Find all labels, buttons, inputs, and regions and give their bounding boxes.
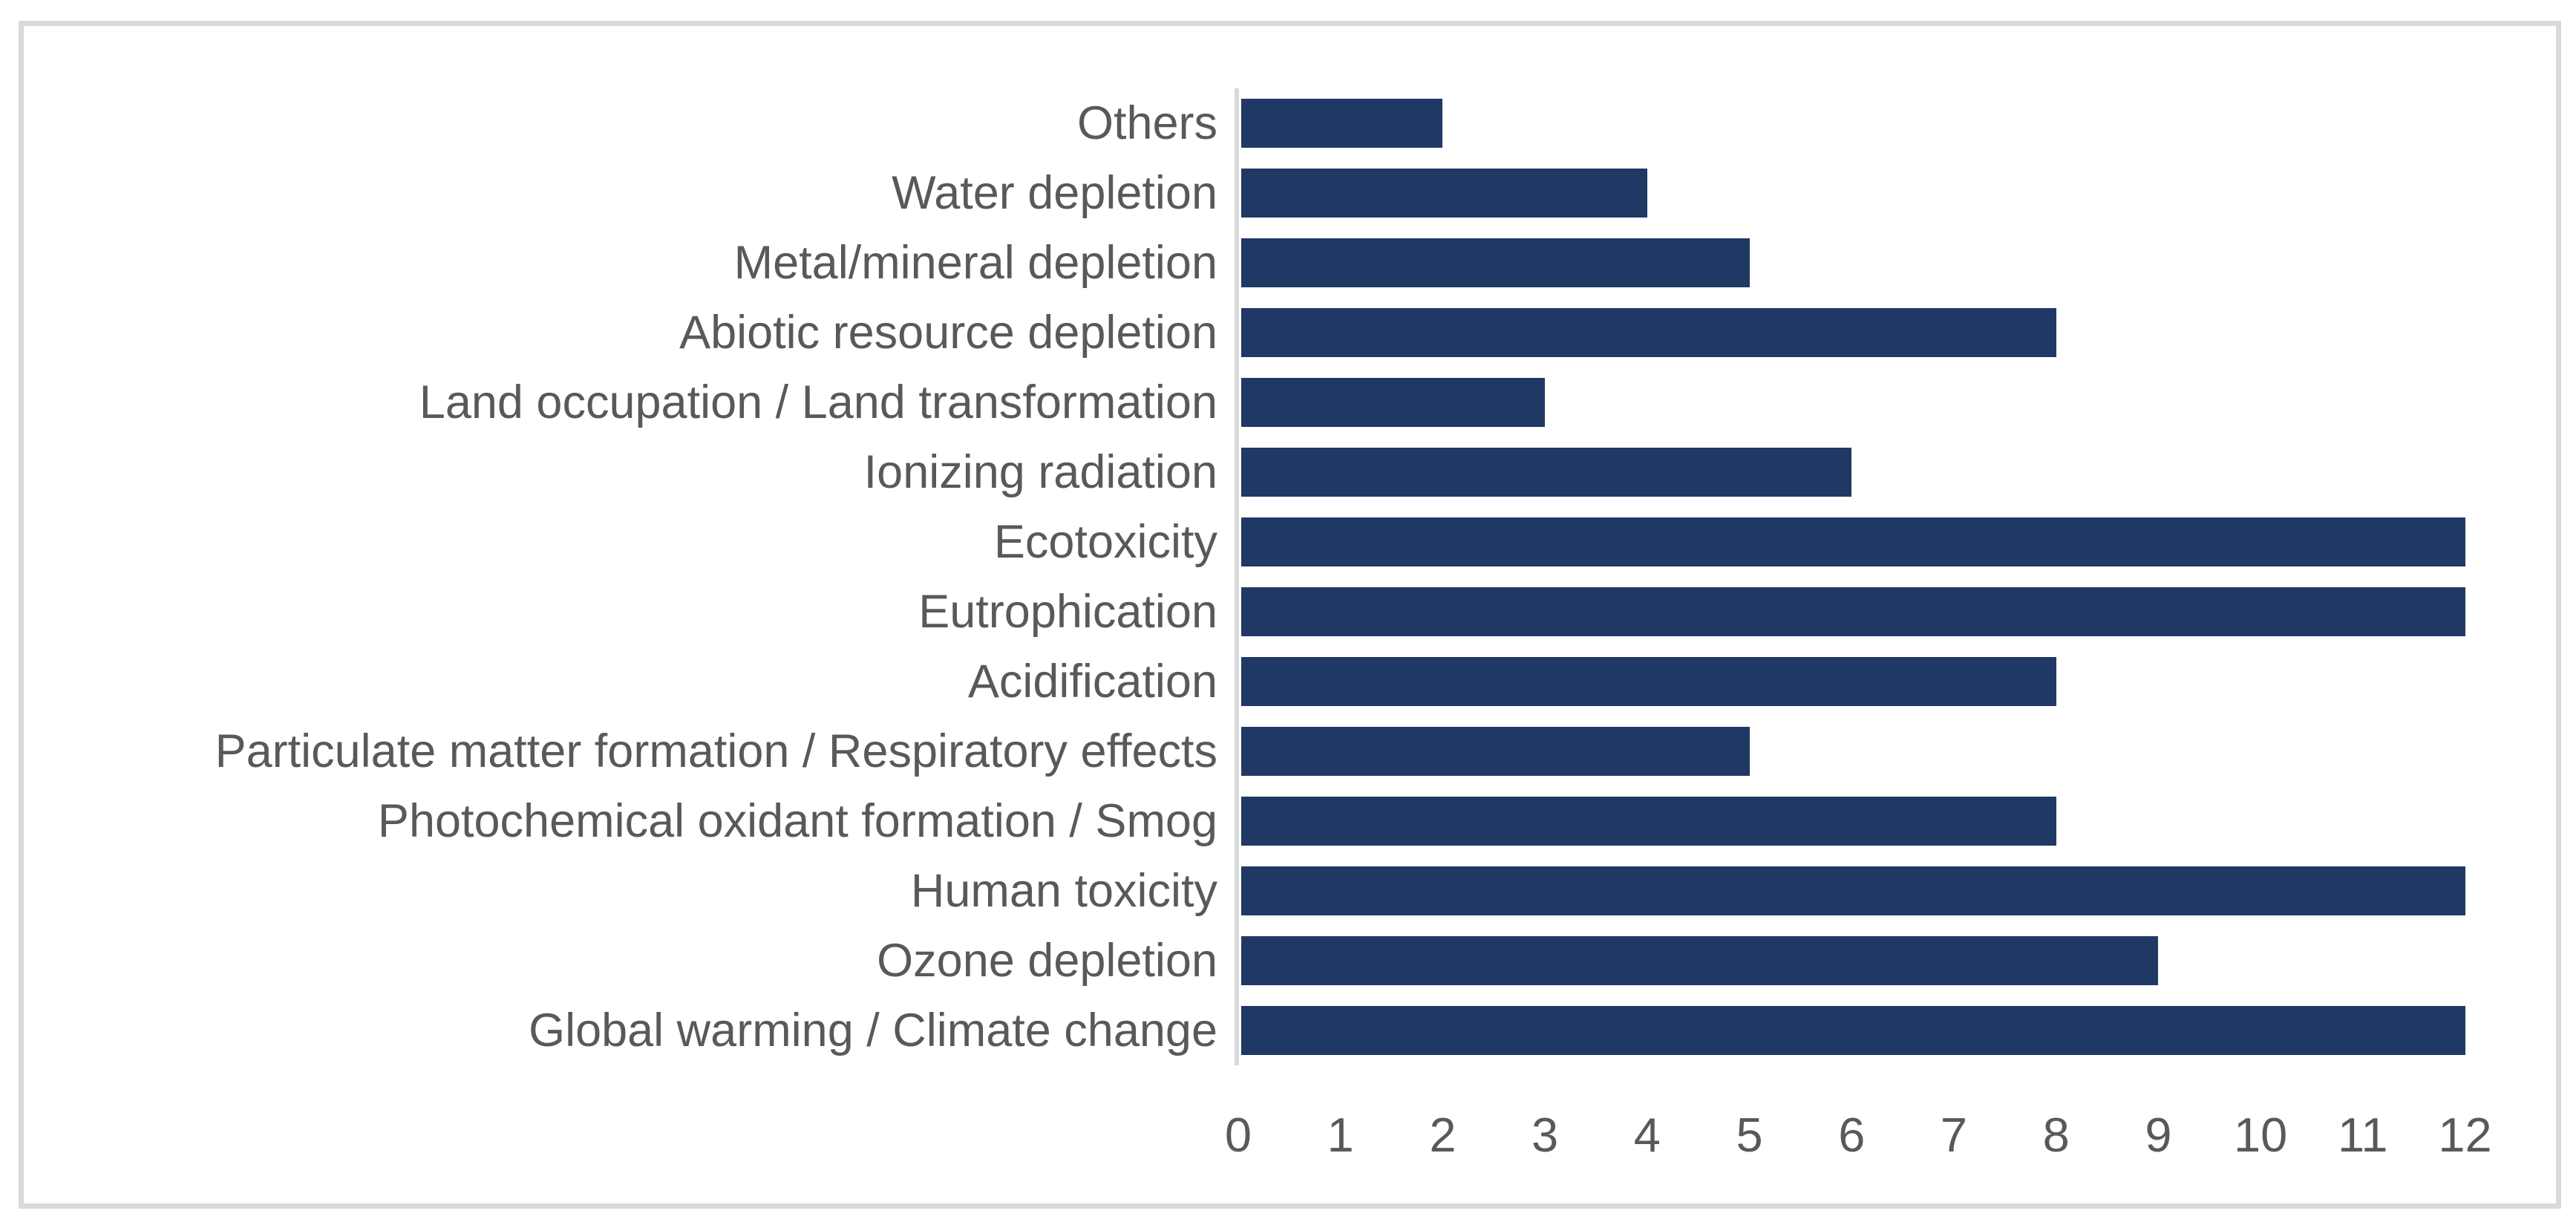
bar-track: [1241, 866, 2535, 915]
bar-track: [1241, 517, 2535, 566]
bar-track: [1241, 99, 2535, 148]
category-label: Global warming / Climate change: [529, 1004, 1217, 1056]
category-label: Photochemical oxidant formation / Smog: [377, 794, 1217, 847]
x-tick-label: 10: [2233, 1108, 2288, 1162]
chart-row: Others: [23, 88, 2535, 158]
bar-track: [1241, 378, 2535, 427]
category-label: Water depletion: [892, 166, 1217, 219]
x-tick-label: 1: [1327, 1108, 1354, 1162]
chart-row: Water depletion: [23, 158, 2535, 228]
bar-track: [1241, 238, 2535, 287]
bar: [1241, 378, 1546, 427]
bar-track: [1241, 1006, 2535, 1055]
bar: [1241, 238, 1750, 287]
category-label: Eutrophication: [918, 585, 1217, 638]
chart-row: Ecotoxicity: [23, 507, 2535, 577]
bar-track: [1241, 587, 2535, 636]
bar: [1241, 1006, 2465, 1055]
x-tick-label: 8: [2042, 1108, 2070, 1162]
category-label: Human toxicity: [910, 864, 1217, 917]
bar: [1241, 587, 2465, 636]
chart-row: Metal/mineral depletion: [23, 228, 2535, 298]
bar: [1241, 99, 1443, 148]
x-axis-ticks: 0 1 2 3 4 5 6 7 8 9 10 11 12: [0, 1111, 2576, 1170]
chart-row: Acidification: [23, 647, 2535, 716]
chart-row: Particulate matter formation / Respirato…: [23, 716, 2535, 786]
x-tick-label: 4: [1633, 1108, 1661, 1162]
chart-row: Land occupation / Land transformation: [23, 368, 2535, 437]
category-label: Metal/mineral depletion: [733, 236, 1217, 289]
bar: [1241, 448, 1852, 497]
bar-track: [1241, 657, 2535, 706]
chart-row: Abiotic resource depletion: [23, 298, 2535, 368]
bar-track: [1241, 727, 2535, 776]
x-tick-label: 0: [1224, 1108, 1252, 1162]
category-label: Others: [1076, 97, 1217, 149]
x-tick-label: 5: [1736, 1108, 1763, 1162]
bar-track: [1241, 308, 2535, 357]
bar-track: [1241, 797, 2535, 846]
bar-rows: Others Water depletion Metal/mineral dep…: [23, 88, 2535, 1065]
x-tick-label: 12: [2438, 1108, 2492, 1162]
bar: [1241, 727, 1750, 776]
category-label: Ionizing radiation: [863, 445, 1217, 498]
chart-row: Eutrophication: [23, 577, 2535, 647]
x-tick-label: 9: [2145, 1108, 2172, 1162]
y-axis-line: [1235, 88, 1239, 1065]
bar: [1241, 797, 2056, 846]
category-label: Particulate matter formation / Respirato…: [215, 725, 1217, 777]
x-tick-label: 11: [2338, 1108, 2388, 1162]
category-label: Land occupation / Land transformation: [419, 376, 1217, 428]
x-tick-label: 3: [1531, 1108, 1559, 1162]
chart-row: Global warming / Climate change: [23, 996, 2535, 1065]
chart-row: Human toxicity: [23, 856, 2535, 926]
chart-row: Ionizing radiation: [23, 437, 2535, 507]
category-label: Acidification: [967, 655, 1217, 708]
chart-row: Ozone depletion: [23, 926, 2535, 996]
bar-track: [1241, 936, 2535, 985]
x-tick-label: 2: [1429, 1108, 1457, 1162]
category-label: Ozone depletion: [877, 934, 1217, 987]
chart-row: Photochemical oxidant formation / Smog: [23, 786, 2535, 856]
bar-track: [1241, 169, 2535, 218]
bar-track: [1241, 448, 2535, 497]
bar: [1241, 308, 2056, 357]
bar: [1241, 517, 2465, 566]
bar: [1241, 657, 2056, 706]
bar: [1241, 936, 2159, 985]
category-label: Abiotic resource depletion: [679, 306, 1217, 359]
bar: [1241, 169, 1647, 218]
category-label: Ecotoxicity: [993, 515, 1217, 568]
x-tick-label: 6: [1838, 1108, 1866, 1162]
bar: [1241, 866, 2465, 915]
x-tick-label: 7: [1940, 1108, 1968, 1162]
